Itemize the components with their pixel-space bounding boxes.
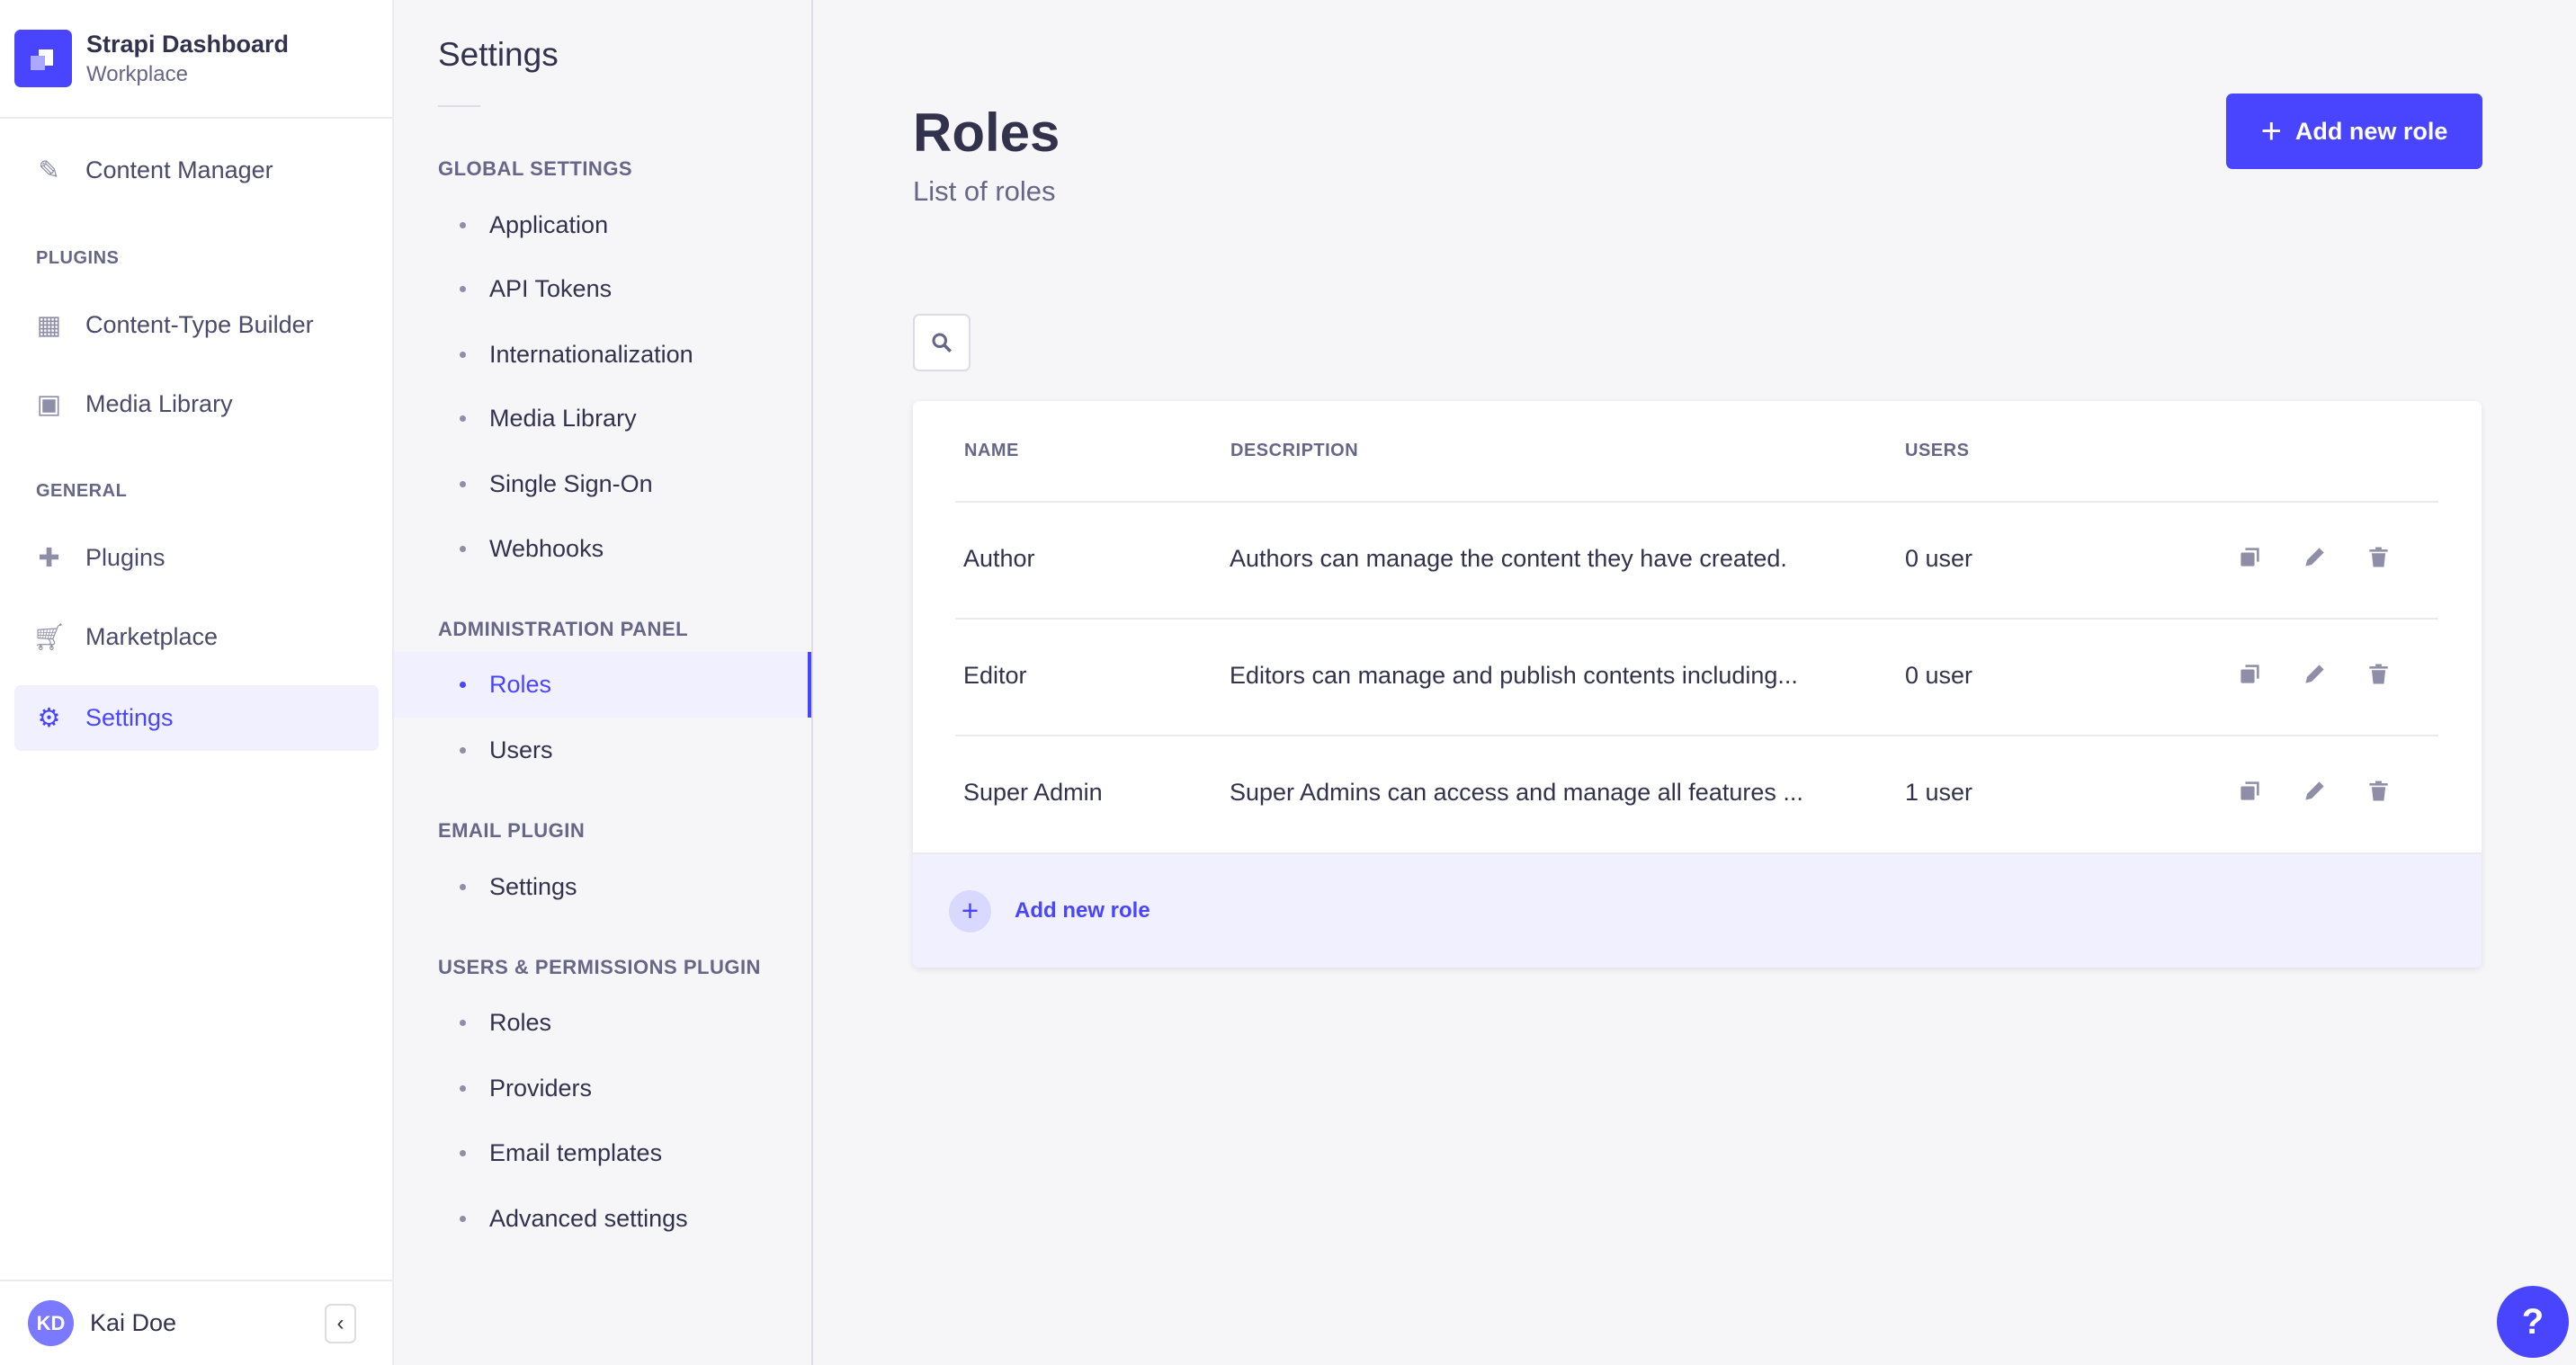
main-nav: Strapi Dashboard Workplace ✎ Content Mana… — [0, 0, 394, 1365]
settings-title: Settings — [438, 36, 559, 73]
nav-content-manager[interactable]: ✎ Content Manager — [14, 138, 379, 203]
user-menu[interactable]: KD Kai Doe ‹ — [0, 1280, 392, 1365]
section-heading: ADMINISTRATION PANEL — [438, 618, 689, 640]
page-subtitle: List of roles — [913, 175, 1056, 207]
cart-icon: 🛒︎ — [32, 622, 66, 652]
trash-icon[interactable] — [2366, 545, 2393, 571]
table-row[interactable]: Super Admin Super Admins can access and … — [955, 735, 2438, 852]
page-title: Roles — [913, 103, 1060, 163]
button-label: Add new role — [2294, 117, 2448, 145]
nav-marketplace[interactable]: 🛒︎ Marketplace — [14, 604, 379, 670]
subnav-providers[interactable]: Providers — [394, 1056, 811, 1121]
subnav-internationalization[interactable]: Internationalization — [394, 322, 811, 388]
layout-icon: ▦ — [36, 311, 62, 340]
subnav-email-templates[interactable]: Email templates — [394, 1120, 811, 1186]
nav-label: Media Library — [85, 390, 233, 417]
strapi-logo-icon — [14, 30, 72, 87]
plus-icon: + — [2260, 111, 2282, 151]
add-new-role-button[interactable]: + Add new role — [2226, 94, 2482, 169]
help-button[interactable]: ? — [2497, 1286, 2569, 1358]
roles-table: NAME DESCRIPTION USERS Author Authors ca… — [913, 401, 2482, 968]
nav-plugins[interactable]: ✚ Plugins — [14, 525, 379, 591]
subnav-webhooks[interactable]: Webhooks — [394, 516, 811, 582]
trash-icon[interactable] — [2366, 662, 2393, 688]
pencil-icon[interactable] — [2303, 779, 2329, 805]
subnav-up-roles[interactable]: Roles — [394, 990, 811, 1056]
role-name: Super Admin — [963, 779, 1103, 806]
user-name: Kai Doe — [90, 1309, 177, 1336]
subnav-sso[interactable]: Single Sign-On — [394, 451, 811, 517]
nav-settings[interactable]: ⚙ Settings — [14, 685, 379, 751]
search-icon — [932, 333, 953, 353]
nav-media-library[interactable]: ▣ Media Library — [14, 371, 379, 437]
column-header-name: NAME — [964, 441, 1019, 460]
table-row[interactable]: Author Authors can manage the content th… — [955, 501, 2438, 618]
subnav-email-settings[interactable]: Settings — [394, 854, 811, 920]
nav-heading-plugins: PLUGINS — [36, 248, 120, 268]
subnav-media-library[interactable]: Media Library — [394, 386, 811, 451]
column-header-description: DESCRIPTION — [1230, 441, 1359, 460]
settings-subnav: Settings GLOBAL SETTINGS Application API… — [394, 0, 813, 1365]
subnav-api-tokens[interactable]: API Tokens — [394, 256, 811, 322]
duplicate-icon[interactable] — [2238, 545, 2264, 571]
puzzle-icon: ✚ — [38, 544, 60, 573]
subnav-admin-users[interactable]: Users — [394, 718, 811, 783]
duplicate-icon[interactable] — [2238, 779, 2264, 805]
chevron-left-icon: ‹ — [336, 1310, 344, 1335]
table-row[interactable]: Editor Editors can manage and publish co… — [955, 618, 2438, 735]
nav-label: Plugins — [85, 544, 165, 571]
role-name: Editor — [963, 662, 1027, 689]
role-description: Super Admins can access and manage all f… — [1230, 779, 1803, 806]
gear-icon: ⚙ — [37, 704, 61, 733]
role-users: 0 user — [1905, 662, 1973, 689]
nav-label: Settings — [85, 704, 174, 731]
plus-icon: + — [949, 889, 991, 932]
subnav-advanced-settings[interactable]: Advanced settings — [394, 1186, 811, 1252]
pencil-icon[interactable] — [2303, 662, 2329, 688]
trash-icon[interactable] — [2366, 779, 2393, 805]
role-users: 0 user — [1905, 545, 1973, 572]
divider — [438, 105, 480, 107]
nav-content-type-builder[interactable]: ▦ Content-Type Builder — [14, 292, 379, 358]
nav-label: Content-Type Builder — [85, 311, 314, 338]
section-heading: GLOBAL SETTINGS — [438, 157, 633, 180]
role-description: Editors can manage and publish contents … — [1230, 662, 1798, 689]
collapse-nav-button[interactable]: ‹ — [325, 1303, 356, 1343]
brand-subtitle: Workplace — [86, 61, 188, 86]
feather-icon: ✎ — [38, 156, 60, 185]
brand-title: Strapi Dashboard — [86, 30, 290, 58]
column-header-users: USERS — [1905, 441, 1970, 460]
question-icon: ? — [2521, 1301, 2545, 1342]
section-heading: EMAIL PLUGIN — [438, 819, 586, 842]
nav-heading-general: GENERAL — [36, 481, 128, 501]
nav-label: Marketplace — [85, 623, 219, 650]
footer-label: Add new role — [1015, 898, 1150, 923]
brand: Strapi Dashboard Workplace — [0, 0, 392, 119]
pencil-icon[interactable] — [2303, 545, 2329, 571]
role-description: Authors can manage the content they have… — [1230, 545, 1787, 572]
duplicate-icon[interactable] — [2238, 662, 2264, 688]
avatar: KD — [28, 1300, 74, 1346]
subnav-application[interactable]: Application — [394, 192, 811, 258]
role-users: 1 user — [1905, 779, 1973, 806]
subnav-admin-roles[interactable]: Roles — [394, 652, 811, 718]
section-heading: USERS & PERMISSIONS PLUGIN — [438, 956, 761, 978]
nav-label: Content Manager — [85, 156, 273, 183]
role-name: Author — [963, 545, 1035, 572]
main-content: Roles List of roles + Add new role NAME D… — [813, 0, 2576, 1365]
picture-icon: ▣ — [36, 390, 62, 419]
add-new-role-row-button[interactable]: + Add new role — [913, 852, 2482, 968]
search-button[interactable] — [913, 314, 970, 371]
